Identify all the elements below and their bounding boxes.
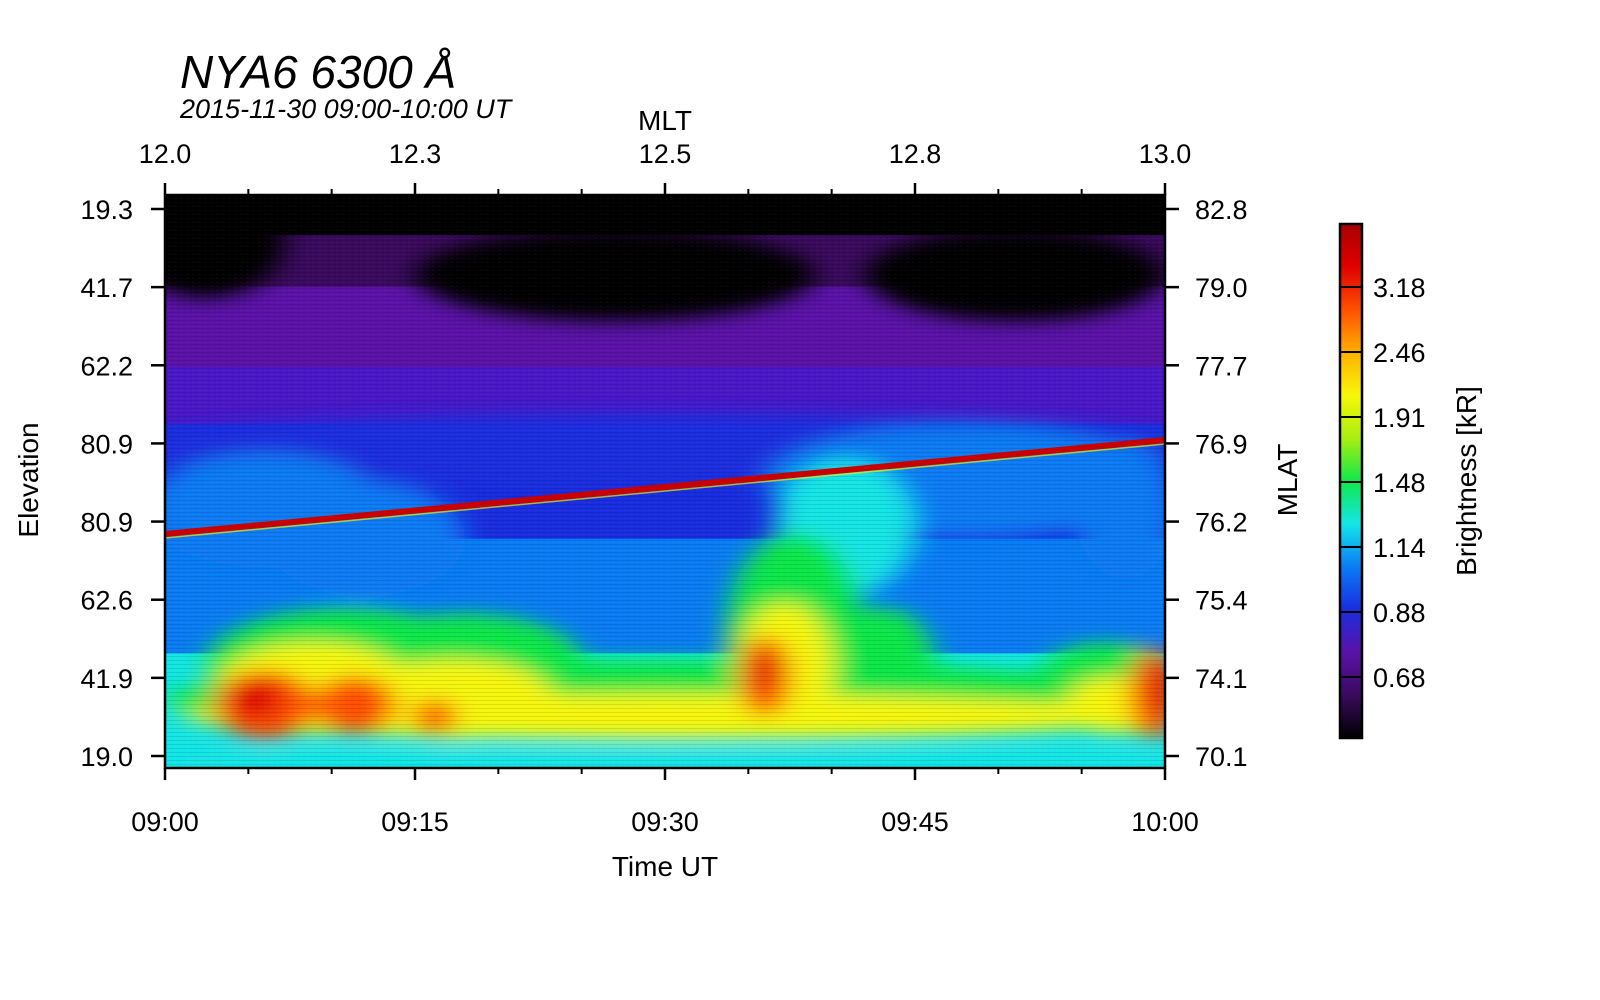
y-right-tick-label: 82.8 — [1195, 195, 1248, 225]
colorbar-tick-label: 2.46 — [1373, 338, 1426, 368]
x-tick-label: 09:30 — [631, 807, 699, 837]
y-tick-label: 62.6 — [80, 586, 133, 616]
x-top-tick-label: 12.5 — [639, 139, 692, 169]
colorbar-label: Brightness [kR] — [1451, 386, 1482, 576]
y-right-axis-label: MLAT — [1272, 444, 1303, 517]
y-right-tick-label: 76.2 — [1195, 508, 1248, 538]
colorbar-tick-label: 0.88 — [1373, 598, 1426, 628]
y-right-tick-label: 77.7 — [1195, 351, 1248, 381]
x-top-tick-label: 12.3 — [389, 139, 442, 169]
colorbar-tick-label: 3.18 — [1373, 273, 1426, 303]
chart-subtitle: 2015-11-30 09:00-10:00 UT — [179, 94, 514, 124]
x-top-axis-label: MLT — [638, 105, 692, 136]
x-top-tick-label: 12.0 — [139, 139, 192, 169]
colorbar-tick-label: 1.48 — [1373, 468, 1426, 498]
plot-area — [164, 195, 1166, 768]
colorbar-ticks: 3.18 2.46 1.91 1.48 1.14 0.88 0.68 — [1340, 273, 1426, 693]
y-right-tick-label: 74.1 — [1195, 664, 1248, 694]
y-tick-label: 80.9 — [80, 429, 133, 459]
y-tick-label: 62.2 — [80, 351, 133, 381]
x-tick-label: 09:45 — [881, 807, 949, 837]
y-right-tick-label: 76.9 — [1195, 429, 1248, 459]
y-axis-right: 82.8 79.0 77.7 76.9 76.2 75.4 74.1 70.1 — [1165, 195, 1248, 772]
y-tick-label: 41.9 — [80, 664, 133, 694]
x-tick-label: 09:15 — [381, 807, 449, 837]
y-axis-left: 19.3 41.7 62.2 80.9 80.9 62.6 41.9 19.0 — [80, 195, 165, 772]
heatmap-noise — [165, 195, 1165, 768]
y-right-tick-label: 75.4 — [1195, 586, 1248, 616]
zenith-line-edge — [164, 443, 1166, 539]
y-tick-label: 19.0 — [80, 742, 133, 772]
y-axis-label: Elevation — [13, 422, 44, 537]
x-top-tick-label: 13.0 — [1139, 139, 1192, 169]
colorbar-tick-label: 1.14 — [1373, 533, 1426, 563]
y-tick-label: 19.3 — [80, 195, 133, 225]
x-top-tick-label: 12.8 — [889, 139, 942, 169]
x-tick-label: 10:00 — [1131, 807, 1199, 837]
colorbar-tick-label: 1.91 — [1373, 403, 1426, 433]
y-tick-label: 41.7 — [80, 273, 133, 303]
x-tick-label: 09:00 — [131, 807, 199, 837]
chart-title: NYA6 6300 Å — [180, 46, 456, 98]
y-right-tick-label: 70.1 — [1195, 742, 1248, 772]
zenith-line — [164, 437, 1166, 537]
y-right-tick-label: 79.0 — [1195, 273, 1248, 303]
x-axis-top: 12.0 12.3 12.5 12.8 13.0 — [139, 139, 1192, 195]
colorbar: 3.18 2.46 1.91 1.48 1.14 0.88 0.68 Brightness … — [1338, 222, 1482, 740]
x-axis-label: Time UT — [612, 851, 718, 882]
x-axis-bottom: 09:00 09:15 09:30 09:45 10:00 — [131, 189, 1199, 837]
y-tick-label: 80.9 — [80, 508, 133, 538]
colorbar-tick-label: 0.68 — [1373, 663, 1426, 693]
